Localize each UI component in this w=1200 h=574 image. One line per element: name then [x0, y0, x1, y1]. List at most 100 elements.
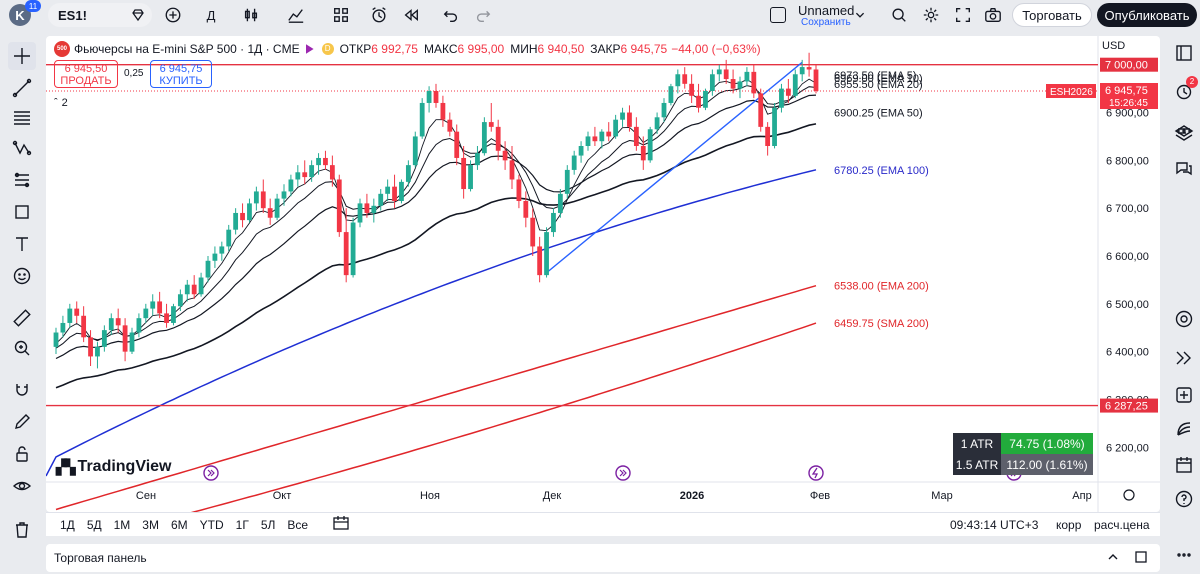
publish-button[interactable]: Опубликовать [1097, 3, 1197, 27]
candle-body [198, 277, 204, 295]
range-button[interactable]: 1М [113, 517, 131, 532]
level-6287-tag: 6 287,25 [1105, 401, 1148, 413]
zoom-in-icon[interactable] [8, 334, 36, 362]
eye-icon[interactable] [8, 472, 36, 500]
redo-icon[interactable] [468, 2, 498, 28]
candle-body [426, 91, 432, 103]
range-button[interactable]: 1Г [235, 517, 249, 532]
sell-button[interactable]: 6 945,50 ПРОДАТЬ [54, 60, 118, 88]
replay-icon[interactable] [396, 2, 426, 28]
candle-body [557, 193, 563, 213]
candle-body [647, 129, 653, 161]
indicators-collapse-toggle[interactable]: ˆ 2 [54, 96, 78, 110]
candles-icon[interactable] [236, 2, 266, 28]
candle-body [696, 95, 701, 108]
text-tool-icon[interactable] [8, 230, 36, 258]
watchlist-icon[interactable] [1171, 40, 1197, 66]
compare-add-icon[interactable] [158, 2, 188, 28]
maximize-panel-icon[interactable] [1134, 550, 1148, 567]
candle-body [129, 332, 135, 352]
smiley-icon[interactable] [8, 262, 36, 290]
utc-clock[interactable]: 09:43:14 UTC+3 [950, 517, 1039, 532]
crosshair-icon[interactable] [8, 42, 36, 70]
buy-price: 6 945,75 [159, 63, 203, 75]
trendline-icon[interactable] [8, 74, 36, 102]
broadcast-icon[interactable] [1171, 416, 1197, 442]
pencil-lock-icon[interactable] [8, 408, 36, 436]
alert-clock-icon[interactable] [364, 2, 394, 28]
chart-panel[interactable]: 6973.50 (EMA 5) 6969.00 (EMA 10) 6955.50 (… [46, 36, 1160, 512]
buy-button[interactable]: 6 945,75 КУПИТЬ [150, 60, 212, 88]
shape-rect-icon[interactable] [8, 198, 36, 226]
trading-panel-label: Торговая панель [54, 551, 147, 565]
undo-icon[interactable] [436, 2, 466, 28]
fullscreen-icon[interactable] [948, 2, 978, 28]
streams-icon[interactable] [1171, 382, 1197, 408]
sell-price: 6 945,50 [64, 63, 108, 75]
ruler-icon[interactable] [8, 304, 36, 332]
ema50-line [55, 123, 817, 389]
candle-body [385, 186, 391, 194]
quick-search-icon[interactable] [884, 2, 914, 28]
indicators-icon[interactable] [276, 2, 316, 28]
candle-body [447, 119, 453, 132]
layers-icon[interactable] [1171, 120, 1197, 146]
layout-name[interactable]: Unnamed Сохранить [770, 2, 880, 28]
pattern-icon[interactable] [8, 134, 36, 162]
settings-gear-icon[interactable] [916, 2, 946, 28]
camera-icon[interactable] [978, 2, 1008, 28]
currency-selector[interactable]: USD [1102, 40, 1126, 52]
candle-body [302, 172, 308, 178]
alerts-clock-icon[interactable] [1171, 78, 1197, 104]
fib-lines-icon[interactable] [8, 104, 36, 132]
range-button[interactable]: 3М [142, 517, 159, 532]
calendar-icon[interactable] [1171, 452, 1197, 478]
range-button[interactable]: 1Д [60, 517, 75, 532]
candle-body [157, 301, 163, 314]
range-button[interactable]: 6М [170, 517, 188, 532]
ideas-icon[interactable] [1171, 344, 1197, 370]
range-button[interactable]: 5Д [86, 517, 102, 532]
settlement-toggle[interactable]: расч.цена [1094, 517, 1150, 532]
range-button[interactable]: YTD [199, 517, 224, 532]
trading-panel-bar[interactable]: Торговая панель [46, 544, 1160, 572]
symbol-title[interactable]: Фьючерсы на E-mini S&P 500 · 1Д · CME [74, 42, 300, 56]
candle-body [454, 131, 460, 158]
projection-icon[interactable] [8, 166, 36, 194]
save-status[interactable]: Сохранить [801, 17, 851, 28]
range-button[interactable]: Все [287, 517, 309, 532]
candle-body [668, 86, 674, 103]
candle-body [578, 146, 584, 156]
candle-body [779, 88, 784, 108]
candle-body [309, 165, 315, 178]
range-button[interactable]: 5Л [260, 517, 276, 532]
help-icon[interactable] [1171, 486, 1197, 512]
lock-icon[interactable] [8, 440, 36, 468]
candle-body [751, 71, 757, 94]
flag-icon[interactable] [305, 44, 314, 54]
trash-icon[interactable] [8, 516, 36, 544]
candle-body [723, 69, 729, 80]
chevron-down-icon[interactable] [850, 2, 870, 28]
layout-checkbox[interactable] [770, 7, 786, 23]
target-icon[interactable] [1171, 306, 1197, 332]
candle-body [709, 74, 715, 91]
templates-grid-icon[interactable] [326, 2, 356, 28]
candle-body [267, 208, 273, 218]
trade-button[interactable]: Торговать [1012, 3, 1092, 27]
magnet-icon[interactable] [8, 376, 36, 404]
chevron-up-panel-icon[interactable] [1106, 550, 1120, 567]
drawing-toolbar [0, 38, 44, 548]
symbol-search[interactable]: ES1! [48, 3, 152, 27]
open-label: ОТКР [339, 42, 372, 56]
interval-button[interactable]: Д [206, 7, 216, 23]
price-chart[interactable]: 6973.50 (EMA 5)6969.00 (EMA 10)6955.50 (… [46, 36, 1160, 512]
date-range-calendar-icon[interactable] [332, 515, 350, 534]
ema-label-2: 6955.50 (EMA 20) [834, 79, 923, 91]
more-dots-icon[interactable] [1171, 542, 1197, 568]
low-value: 6 940,50 [537, 42, 585, 56]
candle-body [737, 81, 743, 89]
adjustment-toggle[interactable]: корр [1056, 517, 1082, 532]
candle-body [336, 179, 342, 233]
chat-bubbles-icon[interactable] [1171, 156, 1197, 182]
